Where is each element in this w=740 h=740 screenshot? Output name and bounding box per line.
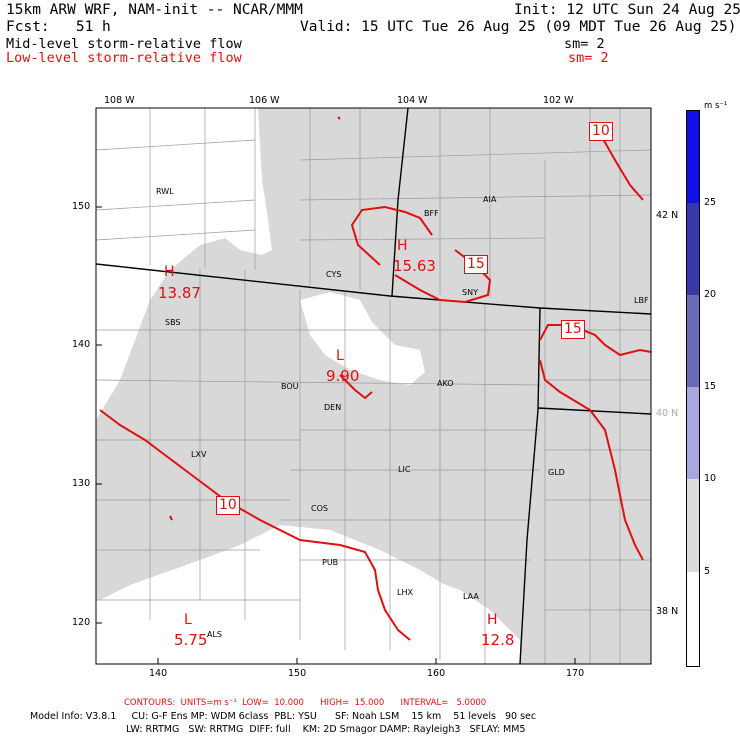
- station-label: CYS: [326, 270, 342, 279]
- low-marker: L: [336, 348, 344, 364]
- station-label: LHX: [397, 588, 413, 597]
- station-label: PUB: [322, 558, 339, 567]
- model-info-line1: Model Info: V3.8.1 CU: G-F Ens MP: WDM 6…: [30, 711, 537, 722]
- x-tick: 150: [288, 668, 307, 679]
- high-value: 13.87: [158, 284, 201, 302]
- colorbar: [686, 110, 700, 667]
- station-label: LBF: [634, 296, 649, 305]
- high-value: 15.63: [393, 257, 436, 275]
- station-label: SNY: [462, 288, 478, 297]
- model-info-line2: LW: RRTMG SW: RRTMG DIFF: full KM: 2D Sm…: [126, 724, 526, 735]
- x-tick: 170: [566, 668, 585, 679]
- colorbar-bin: [687, 111, 699, 203]
- contour-label: 10: [216, 496, 240, 515]
- contour-label: 15: [561, 320, 585, 339]
- map-frame: [95, 107, 652, 665]
- station-label: LIC: [398, 465, 411, 474]
- forecast-hour: Fcst: 51 h: [6, 19, 111, 35]
- low-value: 5.75: [174, 631, 208, 649]
- station-label: SBS: [165, 318, 181, 327]
- lat-label-42n: 42 N: [656, 210, 679, 221]
- county-lines: [96, 108, 651, 664]
- y-tick: 150: [72, 201, 91, 212]
- low-marker: L: [184, 612, 192, 628]
- y-tick: 140: [72, 339, 91, 350]
- station-label: LXV: [191, 450, 207, 459]
- y-tick: 120: [72, 617, 91, 628]
- station-label: GLD: [548, 468, 565, 477]
- lon-label-106w: 106 W: [249, 95, 280, 106]
- contour-info: CONTOURS: UNITS=m s⁻¹ LOW= 10.000 HIGH= …: [124, 698, 487, 708]
- low-value: 9.90: [326, 367, 360, 385]
- station-label: LAA: [463, 592, 479, 601]
- mid-level-smoothing: sm= 2: [564, 36, 605, 52]
- model-title: 15km ARW WRF, NAM-init -- NCAR/MMM: [6, 2, 303, 18]
- colorbar-bin: [687, 295, 699, 387]
- low-level-title: Low-level storm-relative flow: [6, 50, 242, 66]
- station-label: COS: [311, 504, 328, 513]
- x-tick: 140: [149, 668, 168, 679]
- station-label: AKO: [437, 379, 454, 388]
- colorbar-tick: 25: [704, 197, 717, 208]
- colorbar-bin: [687, 479, 699, 572]
- contour-label: 15: [464, 255, 488, 274]
- high-value: 12.8: [481, 631, 515, 649]
- colorbar-tick: 15: [704, 381, 717, 392]
- lon-label-108w: 108 W: [104, 95, 135, 106]
- colorbar-unit: m s⁻¹: [704, 101, 728, 111]
- low-level-smoothing: sm= 2: [568, 50, 609, 66]
- lat-label-40n: 40 N: [656, 408, 679, 419]
- shaded-region: [96, 108, 651, 664]
- colorbar-bin: [687, 203, 699, 295]
- y-tick: 130: [72, 478, 91, 489]
- lat-label-38n: 38 N: [656, 606, 679, 617]
- lon-label-102w: 102 W: [543, 95, 574, 106]
- high-marker: H: [487, 612, 498, 628]
- colorbar-tick: 20: [704, 289, 717, 300]
- station-label: AIA: [483, 195, 497, 204]
- station-label: BOU: [281, 382, 299, 391]
- station-label: RWL: [156, 187, 174, 196]
- x-tick: 160: [427, 668, 446, 679]
- valid-time: Valid: 15 UTC Tue 26 Aug 25 (09 MDT Tue …: [300, 19, 737, 35]
- colorbar-tick: 10: [704, 473, 717, 484]
- station-label: BFF: [424, 209, 439, 218]
- colorbar-bin: [687, 387, 699, 479]
- colorbar-tick: 5: [704, 566, 711, 577]
- high-marker: H: [164, 264, 175, 280]
- station-label: DEN: [324, 403, 342, 412]
- init-time: Init: 12 UTC Sun 24 Aug 25: [514, 2, 740, 18]
- station-label: ALS: [207, 630, 223, 639]
- contour-label: 10: [589, 122, 613, 141]
- high-marker: H: [397, 238, 408, 254]
- mid-level-title: Mid-level storm-relative flow: [6, 36, 242, 52]
- lon-label-104w: 104 W: [397, 95, 428, 106]
- colorbar-bin: [687, 572, 699, 666]
